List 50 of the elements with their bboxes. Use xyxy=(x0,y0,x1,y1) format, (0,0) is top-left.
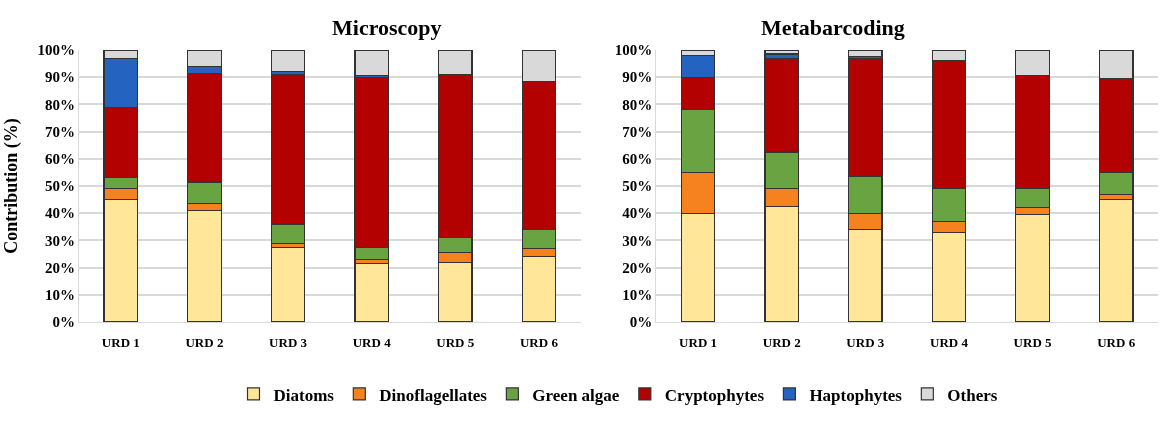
x-tick-label: URD 5 xyxy=(1013,334,1053,350)
y-tick-label: 20% xyxy=(45,259,75,276)
x-tick-label: URD 2 xyxy=(762,334,801,350)
y-tick-label: 80% xyxy=(45,96,75,113)
legend-label: Haptophytes xyxy=(809,385,903,405)
y-tick-label: 80% xyxy=(622,96,653,113)
y-tick-label: 60% xyxy=(45,151,75,168)
x-tick-label: URD 6 xyxy=(519,334,559,350)
bar xyxy=(270,50,306,73)
y-tick-label: 50% xyxy=(45,178,75,195)
y-tick-label: 40% xyxy=(45,205,75,222)
chart-title: Metabarcoding xyxy=(761,15,905,40)
chart-title: Microscopy xyxy=(332,15,442,40)
legend-label: Green algae xyxy=(532,385,620,405)
x-tick-label: URD 3 xyxy=(269,334,308,350)
x-tick-label: URD 1 xyxy=(679,334,718,350)
bar xyxy=(354,262,389,322)
bar xyxy=(848,50,883,58)
bar xyxy=(270,246,306,322)
legend-label: Dinoflagellates xyxy=(379,385,488,405)
y-tick-label: 70% xyxy=(622,123,653,140)
x-tick-label: URD 4 xyxy=(929,334,969,350)
x-tick-label: URD 6 xyxy=(1097,334,1136,350)
x-tick-label: URD 2 xyxy=(185,334,224,350)
y-tick-label: 0% xyxy=(52,314,75,331)
y-tick-label: 30% xyxy=(622,232,653,249)
y-tick-label: 0% xyxy=(629,314,653,331)
y-tick-label: 90% xyxy=(45,69,75,86)
y-tick-label: 70% xyxy=(45,123,75,140)
y-tick-label: 30% xyxy=(45,232,75,249)
y-tick-label: 10% xyxy=(622,287,653,304)
legend-label: Cryptophytes xyxy=(664,385,765,405)
y-tick-label: 100% xyxy=(37,42,75,59)
bar xyxy=(1098,199,1134,322)
y-tick-label: 10% xyxy=(45,287,75,304)
x-tick-label: URD 4 xyxy=(352,334,392,350)
y-tick-label: 100% xyxy=(614,42,653,59)
x-tick-label: URD 5 xyxy=(436,334,475,350)
x-tick-label: URD 3 xyxy=(846,334,885,350)
y-tick-label: 20% xyxy=(622,259,653,276)
y-tick-label: 50% xyxy=(622,178,653,195)
y-tick-label: 90% xyxy=(622,69,653,86)
legend-label: Diatoms xyxy=(273,385,335,405)
y-axis-title: Contribution (%) xyxy=(0,118,22,254)
legend-label: Others xyxy=(947,385,998,405)
bar xyxy=(354,50,389,77)
y-tick-label: 40% xyxy=(622,205,653,222)
y-tick-label: 60% xyxy=(622,151,653,168)
bar xyxy=(764,50,800,55)
x-tick-label: URD 1 xyxy=(101,334,140,350)
